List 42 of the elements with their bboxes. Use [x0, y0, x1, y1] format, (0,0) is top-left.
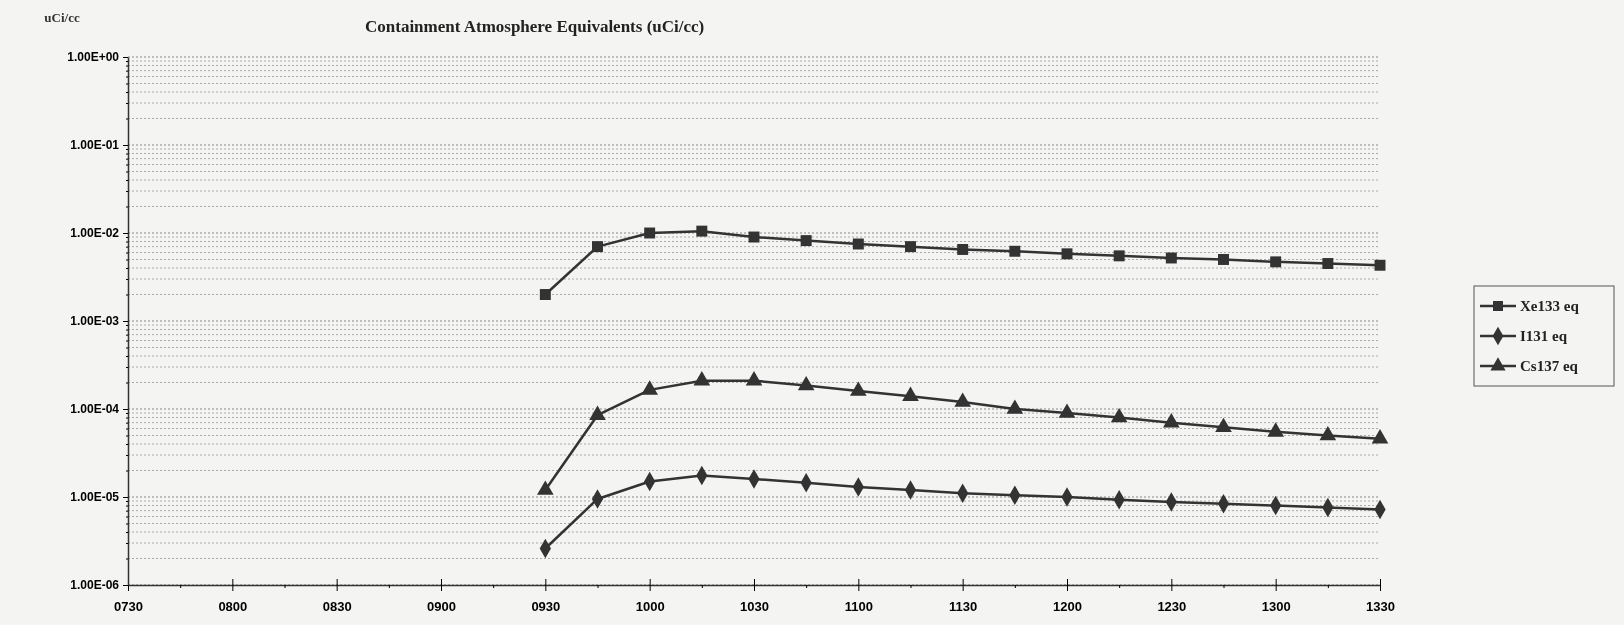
point — [1322, 258, 1334, 269]
y-tick-label: 1.00E-04 — [70, 402, 120, 417]
y-tick-label: 1.00E-02 — [70, 226, 120, 241]
x-tick-label: 1000 — [635, 598, 665, 614]
point — [1270, 256, 1282, 268]
y-tick-label: 1.00E-03 — [70, 314, 120, 329]
x-tick-label: 1100 — [844, 598, 873, 614]
point — [592, 241, 603, 253]
y-axis-title: uCi/cc — [44, 10, 80, 25]
point — [1113, 250, 1125, 262]
x-tick-label: 0830 — [322, 598, 352, 614]
point — [905, 241, 916, 253]
chart-title: Containment Atmosphere Equivalents (uCi/cc) — [365, 17, 705, 36]
point — [1218, 254, 1229, 265]
point — [748, 231, 760, 243]
x-tick-label: 1300 — [1261, 598, 1291, 614]
x-tick-label: 1130 — [949, 598, 978, 614]
point — [696, 225, 708, 237]
point — [852, 238, 864, 250]
legend-label: Xe133 eq — [1520, 298, 1580, 314]
x-tick-label: 1230 — [1157, 598, 1187, 614]
y-tick-label: 1.00E+00 — [67, 50, 120, 65]
x-tick-label: 1330 — [1366, 598, 1395, 614]
point — [1061, 248, 1073, 260]
point — [800, 235, 812, 247]
x-tick-label: 0800 — [218, 598, 248, 614]
legend-label: Cs137 eq — [1520, 358, 1579, 374]
x-tick-label: 1200 — [1053, 598, 1082, 614]
x-tick-label: 0730 — [114, 598, 143, 614]
y-tick-label: 1.00E-05 — [70, 490, 120, 505]
y-tick-label: 1.00E-06 — [70, 578, 120, 593]
point — [644, 227, 656, 239]
legend-label: I131 eq — [1520, 328, 1568, 344]
point — [1009, 245, 1021, 257]
x-tick-label: 1030 — [740, 598, 769, 614]
point — [1165, 252, 1177, 264]
point — [539, 289, 551, 300]
x-tick-label: 0900 — [427, 598, 456, 614]
point — [957, 243, 969, 255]
y-tick-label: 1.00E-01 — [70, 138, 120, 153]
x-tick-label: 0930 — [531, 598, 561, 614]
point — [1374, 259, 1386, 271]
